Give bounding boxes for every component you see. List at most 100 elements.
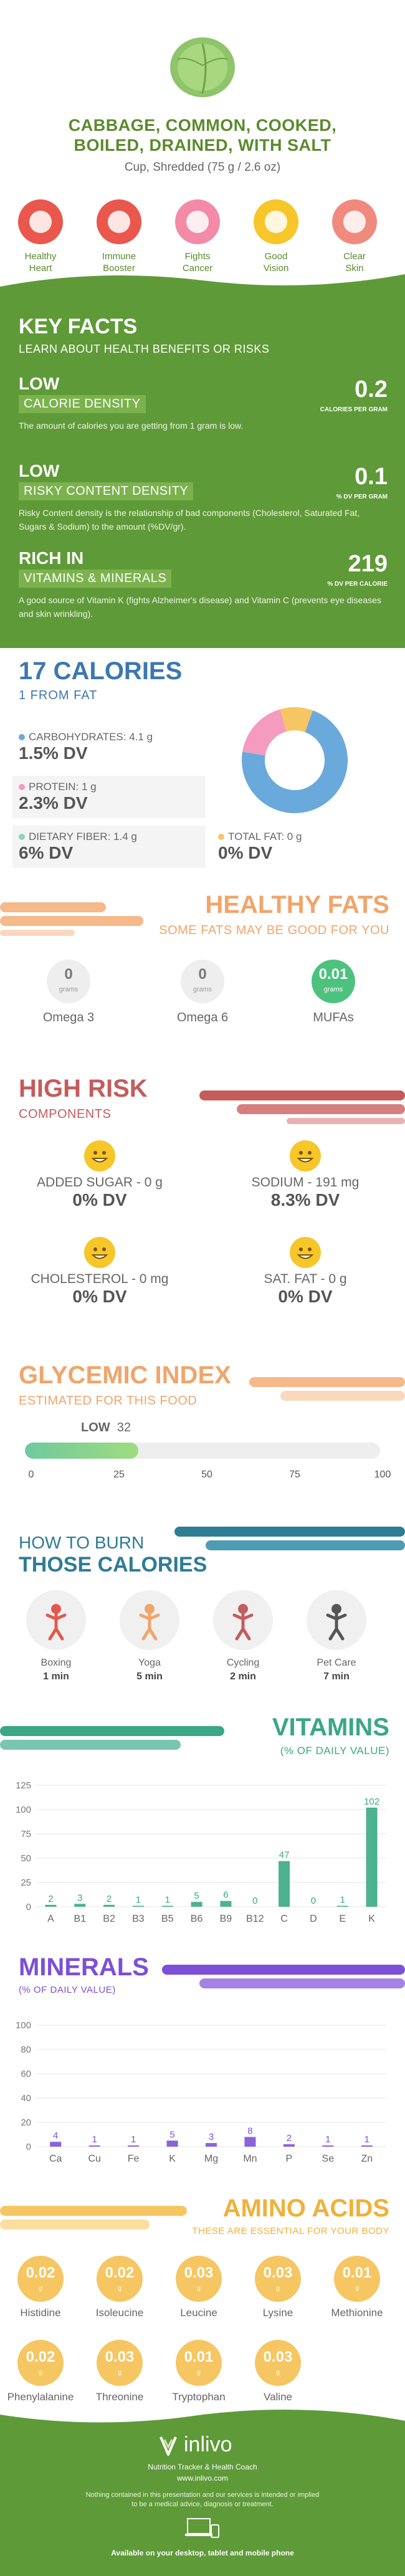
x-tick-label: K [169, 2154, 176, 2164]
benefit-label: Immune Booster [102, 251, 136, 274]
key-fact-desc: A good source of Vitamin K (fights Alzhe… [19, 595, 381, 619]
key-fact-value: 0.1% DV PER GRAM [336, 464, 388, 500]
pie-slice-protein [242, 709, 287, 756]
y-tick-label: 25 [21, 1877, 31, 1888]
bar-value-label: 4 [53, 2130, 58, 2141]
x-tick-label: Ca [49, 2154, 62, 2164]
bar [283, 2144, 295, 2147]
amino-value-badge: 0.03 g [176, 2256, 222, 2302]
amino-item: 0.03 g Threonine [82, 2340, 157, 2403]
amino-decor [0, 2206, 187, 2230]
risk-item: CHOLESTEROL - 0 mg 0% DV [6, 1237, 193, 1307]
glycemic-tick: 100 [374, 1469, 391, 1480]
burn-item: Pet Care 7 min [296, 1590, 377, 1682]
risk-label: ADDED SUGAR - 0 g [37, 1175, 163, 1190]
footer-disclaimer-2: to be a medical advice, diagnosis or tre… [131, 2501, 274, 2508]
x-tick-label: B1 [74, 1914, 86, 1924]
footer-url[interactable]: www.inlivo.com [176, 2474, 229, 2483]
vitamins-title: VITAMINS [272, 1714, 389, 1741]
amino-label: Histidine [20, 2307, 61, 2319]
amino-value-badge: 0.01 g [334, 2256, 380, 2302]
yoga-icon [120, 1590, 179, 1650]
amino-value-badge: 0.02 g [17, 2256, 64, 2302]
eye-icon [254, 199, 298, 244]
key-fact-level: RICH IN [19, 548, 84, 568]
key-fact-value: 0.2 CALORIES PER GRAM [320, 376, 388, 413]
calories-title: 17 CALORIES [19, 657, 183, 685]
footer: inlivo Nutrition Tracker & Health Coach … [0, 2410, 405, 2576]
vitamins-bar-chart: 02550751001252A3B12B21B31B55B66B90B1247C… [16, 1780, 386, 1924]
bar [103, 1904, 115, 1907]
bar [336, 1906, 348, 1907]
glycemic-tick: 75 [289, 1469, 300, 1480]
y-tick-label: 60 [21, 2069, 31, 2079]
amino-value-badge: 0.02 g [97, 2256, 143, 2302]
fat-box: TOTAL FAT: 0 g 0% DV [218, 831, 302, 862]
x-tick-label: B6 [191, 1914, 203, 1924]
heart-icon [18, 199, 63, 244]
smile-icon [290, 1140, 321, 1171]
benefit-label: Fights Cancer [182, 251, 213, 274]
bar [74, 1904, 86, 1907]
x-tick-label: B3 [132, 1914, 145, 1924]
key-facts-subtitle: LEARN ABOUT HEALTH BENEFITS OR RISKS [19, 343, 270, 355]
y-tick-label: 50 [21, 1853, 31, 1864]
amino-value-badge: 0.01 g [176, 2340, 222, 2386]
burn-activity: Boxing [40, 1658, 72, 1668]
bar-value-label: 2 [48, 1894, 53, 1904]
smile-icon [84, 1237, 115, 1268]
x-tick-label: C [280, 1914, 288, 1924]
y-tick-label: 80 [21, 2044, 31, 2055]
fats-title: HEALTHY FATS [205, 891, 389, 918]
serving-size: Cup, Shredded (75 g / 2.6 oz) [124, 161, 281, 174]
food-title: CABBAGE, COMMON, COOKED, BOILED, DRAINED… [68, 116, 337, 155]
bar [220, 1901, 232, 1907]
footer-tagline: Nutrition Tracker & Health Coach [148, 2463, 257, 2471]
fat-value-circle: 0 grams [181, 960, 224, 1003]
risk-item: SAT. FAT - 0 g 0% DV [212, 1237, 399, 1307]
fat-label: MUFAs [313, 1011, 354, 1024]
glycemic-title: GLYCEMIC INDEX [19, 1362, 231, 1389]
burn-activity: Pet Care [317, 1658, 356, 1668]
amino-item: 0.02 g Isoleucine [82, 2256, 157, 2319]
vitamins-subtitle: (% OF DAILY VALUE) [280, 1745, 389, 1757]
risk-label: SODIUM - 191 mg [251, 1175, 360, 1190]
bar [191, 1902, 202, 1907]
risk-title: HIGH RISK [19, 1075, 148, 1102]
burn-time: 1 min [43, 1671, 69, 1682]
burn-time: 5 min [136, 1671, 163, 1682]
x-tick-label: A [47, 1914, 54, 1924]
amino-item: 0.02 g Histidine [3, 2256, 78, 2319]
bar [128, 2145, 140, 2147]
risk-dv: 0% DV [72, 1287, 127, 1306]
amino-label: Phenylalanine [7, 2391, 74, 2403]
footer-brand: inlivo [184, 2433, 232, 2456]
bar-value-label: 8 [247, 2125, 252, 2136]
carbs-dot [19, 734, 25, 740]
amino-label: Valine [264, 2391, 292, 2403]
y-tick-label: 0 [26, 2142, 31, 2152]
benefit-item: Good Vision [242, 199, 310, 274]
amino-value-badge: 0.02 g [17, 2340, 64, 2386]
amino-label: Leucine [180, 2307, 217, 2319]
benefit-item: Fights Cancer [163, 199, 232, 274]
amino-label: Isoleucine [95, 2307, 144, 2319]
smile-icon [84, 1140, 115, 1171]
x-tick-label: K [368, 1914, 375, 1924]
benefit-label: Clear Skin [343, 251, 366, 274]
burn-decor [174, 1527, 405, 1550]
benefit-label: Good Vision [263, 251, 289, 274]
key-fact-tag: CALORIE DENSITY [19, 395, 146, 413]
x-tick-label: P [286, 2154, 293, 2164]
fat-label: Omega 3 [42, 1011, 95, 1024]
fiber-box: DIETARY FIBER: 1.4 g 6% DV [12, 826, 206, 868]
glycemic-fill [25, 1443, 139, 1459]
bar-value-label: 5 [169, 2129, 174, 2140]
key-fact-level: LOW [19, 461, 60, 480]
face-icon [332, 199, 377, 244]
dog-walk-icon [307, 1590, 366, 1650]
minerals-decor [162, 1965, 405, 1988]
pie-slice-fat [280, 707, 313, 732]
bar-value-label: 1 [325, 2134, 330, 2145]
burn-item: Yoga 5 min [109, 1590, 190, 1682]
